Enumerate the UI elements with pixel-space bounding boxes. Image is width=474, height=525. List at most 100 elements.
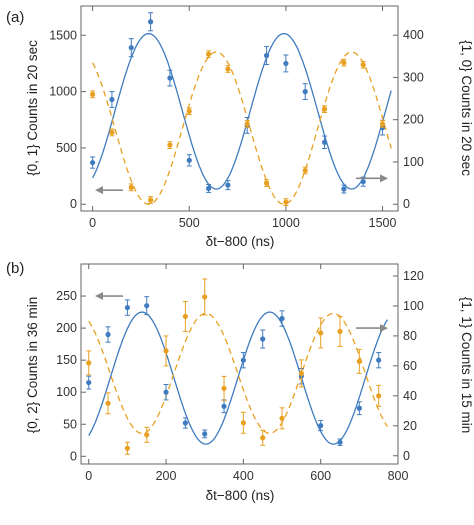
marker bbox=[205, 185, 212, 192]
panel-b-y-right-tick: 60 bbox=[403, 359, 417, 373]
data-point bbox=[225, 65, 231, 73]
data-point bbox=[260, 429, 266, 446]
data-point bbox=[182, 300, 188, 332]
data-point bbox=[186, 107, 192, 116]
panel-a-frame bbox=[80, 5, 399, 212]
marker bbox=[124, 445, 130, 451]
panel-b-y-left-tick: 0 bbox=[70, 449, 77, 463]
marker bbox=[260, 336, 266, 342]
panel-a-y-right-tick: 200 bbox=[403, 113, 424, 127]
marker bbox=[163, 348, 169, 354]
panel-b-x-tick: 0 bbox=[85, 469, 92, 483]
panel-a-arrows bbox=[95, 174, 388, 195]
marker bbox=[321, 106, 328, 112]
data-point bbox=[341, 184, 347, 194]
data-point bbox=[221, 399, 227, 414]
panel-b-x-label: δt−800 (ns) bbox=[206, 488, 275, 503]
data-point bbox=[167, 69, 173, 87]
marker bbox=[105, 331, 111, 338]
data-point bbox=[86, 375, 92, 390]
marker bbox=[360, 179, 366, 185]
marker bbox=[89, 91, 96, 97]
panel-a-y-right-tick: 0 bbox=[403, 197, 410, 211]
panel-b-curves bbox=[88, 311, 388, 445]
panel-a-y-right-tick: 300 bbox=[403, 70, 424, 84]
fit-curve-right bbox=[88, 312, 388, 434]
marker bbox=[302, 167, 308, 174]
panel-b-y-right-tick: 100 bbox=[403, 299, 424, 313]
marker bbox=[109, 96, 115, 103]
left-axis-arrowhead bbox=[95, 292, 103, 301]
data-point bbox=[89, 156, 96, 169]
panel-b-y-right-tick: 120 bbox=[403, 269, 424, 283]
panel-b-y-right-tick: 20 bbox=[403, 419, 417, 433]
marker bbox=[279, 415, 285, 421]
data-point bbox=[302, 83, 308, 100]
data-point bbox=[360, 60, 366, 69]
marker bbox=[225, 182, 231, 188]
data-point bbox=[318, 317, 324, 349]
marker bbox=[376, 393, 382, 399]
data-point bbox=[279, 407, 285, 430]
marker bbox=[182, 313, 188, 320]
marker bbox=[109, 129, 115, 135]
marker bbox=[205, 51, 212, 57]
marker bbox=[240, 420, 246, 426]
panel-a-ticks bbox=[81, 6, 398, 211]
marker bbox=[144, 303, 150, 309]
marker bbox=[128, 184, 134, 190]
data-point bbox=[321, 105, 328, 114]
left-axis-arrowhead bbox=[95, 186, 103, 195]
panel-b-y-right-tick: 40 bbox=[403, 389, 417, 403]
data-point bbox=[376, 351, 382, 369]
data-point bbox=[105, 392, 111, 415]
data-point bbox=[221, 375, 227, 401]
panel-b-label: (b) bbox=[6, 260, 24, 277]
marker bbox=[341, 60, 347, 66]
data-point bbox=[124, 441, 130, 455]
data-point bbox=[240, 411, 246, 434]
data-point bbox=[86, 350, 92, 376]
marker bbox=[128, 45, 134, 51]
data-point bbox=[356, 348, 362, 374]
marker bbox=[283, 199, 289, 205]
panel-a-curves bbox=[92, 32, 392, 205]
marker bbox=[167, 142, 173, 148]
marker bbox=[124, 304, 130, 311]
data-point bbox=[318, 419, 324, 432]
data-point bbox=[144, 426, 150, 443]
panel-a-y-right-label: {1, 0} Counts in 20 sec bbox=[459, 40, 474, 176]
marker bbox=[182, 420, 188, 426]
panel-a-y-left-label: {0, 1} Counts in 20 sec bbox=[25, 40, 40, 176]
panel-b-arrows bbox=[95, 292, 388, 333]
marker bbox=[167, 75, 173, 81]
data-point bbox=[341, 58, 347, 67]
panel-b-y-right-tick: 80 bbox=[403, 329, 417, 343]
marker bbox=[360, 62, 366, 68]
marker bbox=[163, 389, 169, 395]
marker bbox=[341, 186, 347, 192]
data-point bbox=[182, 417, 188, 429]
panel-b-x-tick: 200 bbox=[156, 469, 177, 483]
data-point bbox=[279, 310, 285, 327]
right-axis-arrowhead bbox=[380, 324, 388, 333]
data-point bbox=[283, 198, 289, 207]
panel-a-y-right-tick: 400 bbox=[403, 28, 424, 42]
marker bbox=[240, 357, 246, 363]
data-point bbox=[337, 315, 343, 347]
panel-a-y-left-tick: 500 bbox=[56, 141, 77, 155]
marker bbox=[356, 358, 362, 364]
right-axis-arrowhead bbox=[380, 174, 388, 183]
data-point bbox=[105, 326, 111, 343]
panel-b-y-left-tick: 200 bbox=[56, 321, 77, 335]
data-point bbox=[109, 91, 115, 108]
marker bbox=[86, 360, 92, 366]
marker bbox=[221, 385, 227, 391]
marker bbox=[337, 439, 343, 445]
marker bbox=[379, 121, 386, 127]
data-point bbox=[186, 154, 192, 167]
panel-a-y-left-tick: 0 bbox=[70, 197, 77, 211]
panel-a-x-tick: 1000 bbox=[272, 216, 300, 230]
panel-b-x-tick: 600 bbox=[310, 469, 331, 483]
marker bbox=[202, 294, 208, 300]
